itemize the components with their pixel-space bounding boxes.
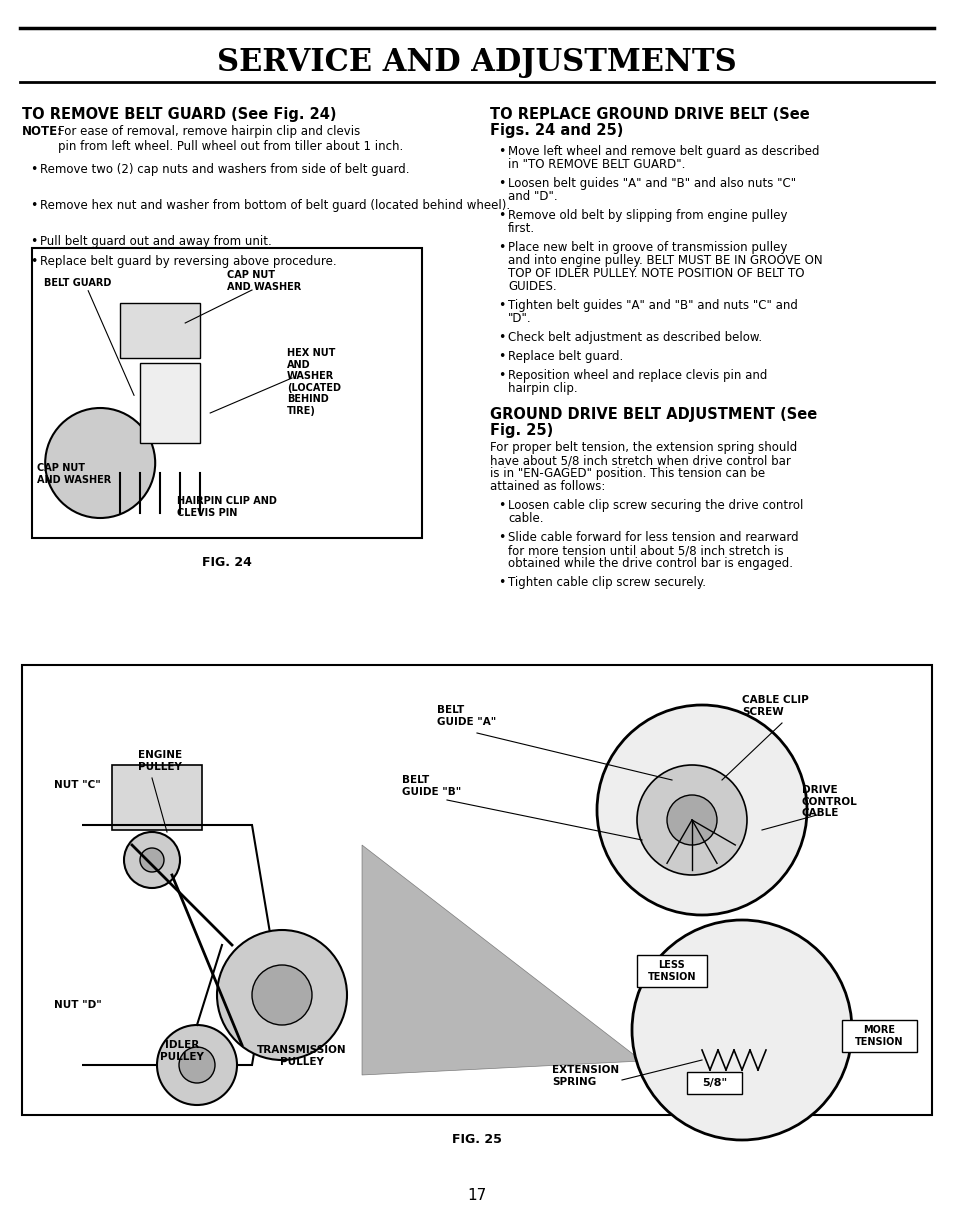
Text: Fig. 25): Fig. 25) [490, 423, 553, 437]
Text: Loosen cable clip screw securing the drive control: Loosen cable clip screw securing the dri… [507, 499, 802, 512]
Text: MORE
TENSION: MORE TENSION [854, 1025, 902, 1047]
Text: "D".: "D". [507, 312, 531, 324]
Circle shape [252, 965, 312, 1025]
Text: For proper belt tension, the extension spring should: For proper belt tension, the extension s… [490, 441, 797, 454]
Text: and "D".: and "D". [507, 190, 558, 203]
Text: ENGINE
PULLEY: ENGINE PULLEY [138, 750, 182, 772]
Text: Move left wheel and remove belt guard as described: Move left wheel and remove belt guard as… [507, 145, 819, 158]
Text: •: • [497, 299, 505, 312]
Circle shape [597, 705, 806, 915]
Text: Pull belt guard out and away from unit.: Pull belt guard out and away from unit. [40, 234, 272, 248]
Text: Remove two (2) cap nuts and washers from side of belt guard.: Remove two (2) cap nuts and washers from… [40, 163, 409, 176]
Text: NUT "D": NUT "D" [54, 1000, 102, 1010]
Text: TO REPLACE GROUND DRIVE BELT (See: TO REPLACE GROUND DRIVE BELT (See [490, 107, 809, 122]
Text: •: • [30, 234, 37, 248]
Text: TRANSMISSION
PULLEY: TRANSMISSION PULLEY [257, 1045, 347, 1067]
Text: Tighten belt guides "A" and "B" and nuts "C" and: Tighten belt guides "A" and "B" and nuts… [507, 299, 797, 312]
Text: first.: first. [507, 222, 535, 234]
Circle shape [666, 795, 717, 844]
Circle shape [216, 929, 347, 1059]
Text: BELT
GUIDE "A": BELT GUIDE "A" [436, 705, 496, 727]
Text: •: • [497, 531, 505, 544]
Text: CAP NUT
AND WASHER: CAP NUT AND WASHER [227, 270, 301, 292]
Text: •: • [30, 199, 37, 211]
Circle shape [124, 832, 180, 888]
Text: Place new belt in groove of transmission pulley: Place new belt in groove of transmission… [507, 241, 786, 254]
Text: NOTE:: NOTE: [22, 125, 63, 139]
Bar [22, 665, 931, 1115]
Text: Replace belt guard.: Replace belt guard. [507, 350, 622, 363]
Text: GUIDES.: GUIDES. [507, 279, 556, 293]
Text: in "TO REMOVE BELT GUARD".: in "TO REMOVE BELT GUARD". [507, 158, 684, 171]
Text: 17: 17 [467, 1187, 486, 1203]
Text: and into engine pulley. BELT MUST BE IN GROOVE ON: and into engine pulley. BELT MUST BE IN … [507, 254, 821, 267]
Bar [120, 303, 200, 358]
Text: obtained while the drive control bar is engaged.: obtained while the drive control bar is … [507, 556, 792, 570]
Text: •: • [30, 163, 37, 176]
Polygon shape [361, 844, 641, 1075]
Text: CAP NUT
AND WASHER: CAP NUT AND WASHER [37, 463, 112, 485]
Bar [112, 765, 202, 830]
Bar [637, 955, 706, 987]
Text: •: • [497, 145, 505, 158]
Text: DRIVE
CONTROL
CABLE: DRIVE CONTROL CABLE [801, 785, 857, 818]
Text: is in "EN-GAGED" position. This tension can be: is in "EN-GAGED" position. This tension … [490, 467, 764, 480]
Text: FIG. 24: FIG. 24 [202, 556, 252, 569]
Bar [686, 1072, 741, 1094]
Text: •: • [497, 177, 505, 190]
Text: LESS
TENSION: LESS TENSION [647, 960, 696, 982]
Circle shape [140, 848, 164, 872]
Text: •: • [497, 241, 505, 254]
Text: •: • [497, 499, 505, 512]
Text: CABLE CLIP
SCREW: CABLE CLIP SCREW [741, 695, 808, 717]
Text: 5/8": 5/8" [701, 1078, 727, 1087]
Circle shape [637, 765, 746, 875]
Text: •: • [30, 255, 37, 269]
Text: HAIRPIN CLIP AND
CLEVIS PIN: HAIRPIN CLIP AND CLEVIS PIN [177, 496, 276, 518]
Text: HEX NUT
AND
WASHER
(LOCATED
BEHIND
TIRE): HEX NUT AND WASHER (LOCATED BEHIND TIRE) [287, 347, 340, 416]
Text: have about 5/8 inch stretch when drive control bar: have about 5/8 inch stretch when drive c… [490, 454, 790, 467]
Text: TOP OF IDLER PULLEY. NOTE POSITION OF BELT TO: TOP OF IDLER PULLEY. NOTE POSITION OF BE… [507, 267, 803, 279]
Text: EXTENSION
SPRING: EXTENSION SPRING [552, 1066, 618, 1086]
Text: SERVICE AND ADJUSTMENTS: SERVICE AND ADJUSTMENTS [217, 46, 736, 78]
Text: •: • [497, 209, 505, 222]
Text: •: • [497, 576, 505, 589]
Circle shape [45, 408, 155, 518]
Text: IDLER
PULLEY: IDLER PULLEY [160, 1040, 204, 1062]
Circle shape [179, 1047, 214, 1083]
Text: FIG. 25: FIG. 25 [452, 1134, 501, 1146]
Text: BELT GUARD: BELT GUARD [44, 278, 112, 288]
Bar [140, 363, 200, 443]
Text: Remove hex nut and washer from bottom of belt guard (located behind wheel).: Remove hex nut and washer from bottom of… [40, 199, 510, 211]
Text: Replace belt guard by reversing above procedure.: Replace belt guard by reversing above pr… [40, 255, 336, 269]
Text: NUT "C": NUT "C" [54, 780, 101, 790]
Text: cable.: cable. [507, 512, 543, 525]
Text: hairpin clip.: hairpin clip. [507, 382, 577, 395]
Text: Slide cable forward for less tension and rearward: Slide cable forward for less tension and… [507, 531, 798, 544]
Text: Check belt adjustment as described below.: Check belt adjustment as described below… [507, 330, 761, 344]
Circle shape [157, 1025, 236, 1104]
Bar [32, 248, 421, 538]
Text: Figs. 24 and 25): Figs. 24 and 25) [490, 123, 622, 139]
Bar [841, 1021, 916, 1052]
Text: Tighten cable clip screw securely.: Tighten cable clip screw securely. [507, 576, 705, 589]
Circle shape [631, 920, 851, 1140]
Text: •: • [497, 369, 505, 382]
Text: GROUND DRIVE BELT ADJUSTMENT (See: GROUND DRIVE BELT ADJUSTMENT (See [490, 407, 817, 422]
Text: Reposition wheel and replace clevis pin and: Reposition wheel and replace clevis pin … [507, 369, 766, 382]
Text: TO REMOVE BELT GUARD (See Fig. 24): TO REMOVE BELT GUARD (See Fig. 24) [22, 107, 336, 122]
Text: attained as follows:: attained as follows: [490, 480, 605, 493]
Text: Loosen belt guides "A" and "B" and also nuts "C": Loosen belt guides "A" and "B" and also … [507, 177, 796, 190]
Text: For ease of removal, remove hairpin clip and clevis
pin from left wheel. Pull wh: For ease of removal, remove hairpin clip… [58, 125, 403, 153]
Text: BELT
GUIDE "B": BELT GUIDE "B" [401, 775, 460, 797]
Text: •: • [497, 350, 505, 363]
Text: Remove old belt by slipping from engine pulley: Remove old belt by slipping from engine … [507, 209, 786, 222]
Text: for more tension until about 5/8 inch stretch is: for more tension until about 5/8 inch st… [507, 544, 782, 556]
Text: •: • [497, 330, 505, 344]
